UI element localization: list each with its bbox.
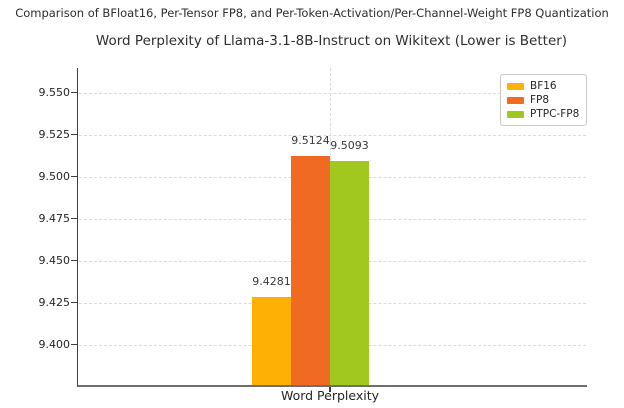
bar-ptpc-fp8 <box>330 161 369 385</box>
y-tick-label: 9.500 <box>38 170 71 184</box>
figure-suptitle: Comparison of BFloat16, Per-Tensor FP8, … <box>15 6 609 20</box>
legend: BF16 FP8 PTPC-FP8 <box>500 74 588 126</box>
y-tick-label: 9.450 <box>38 254 71 268</box>
legend-label: FP8 <box>530 94 550 106</box>
x-tick-mark <box>329 387 331 392</box>
bar-value-label: 9.5093 <box>330 139 369 153</box>
x-axis-label: Word Perplexity <box>280 388 380 403</box>
legend-item-bf16: BF16 <box>507 79 579 93</box>
y-gridline <box>79 134 586 136</box>
bar-fp8 <box>291 155 330 385</box>
y-tick-label: 9.425 <box>38 296 71 310</box>
chart-title: Word Perplexity of Llama-3.1-8B-Instruct… <box>95 33 568 49</box>
legend-swatch-ptpc-fp8 <box>507 110 524 118</box>
legend-item-ptpc-fp8: PTPC-FP8 <box>507 107 579 121</box>
y-tick-label: 9.550 <box>38 86 71 100</box>
legend-label: BF16 <box>530 80 557 92</box>
legend-item-fp8: FP8 <box>507 93 579 107</box>
bar-value-label: 9.5124 <box>291 133 330 147</box>
y-tick-mark <box>71 302 77 304</box>
y-tick-mark <box>71 176 77 178</box>
y-tick-label: 9.525 <box>38 128 71 142</box>
legend-swatch-fp8 <box>507 96 524 104</box>
plot-area <box>77 68 587 387</box>
y-tick-mark <box>71 218 77 220</box>
y-tick-label: 9.400 <box>38 338 71 352</box>
legend-label: PTPC-FP8 <box>530 108 580 120</box>
bar-value-label: 9.4281 <box>252 275 291 289</box>
y-tick-mark <box>71 134 77 136</box>
legend-swatch-bf16 <box>507 82 524 90</box>
bar-bf16 <box>252 297 291 385</box>
y-tick-mark <box>71 344 77 346</box>
y-tick-mark <box>71 92 77 94</box>
y-tick-mark <box>71 260 77 262</box>
y-gridline <box>79 92 586 94</box>
y-tick-label: 9.475 <box>38 212 71 226</box>
